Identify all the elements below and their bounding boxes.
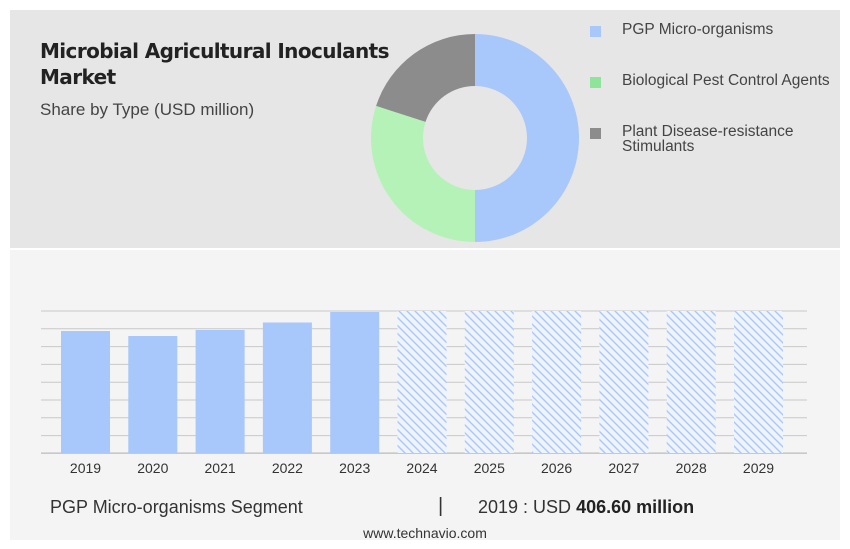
legend-swatch-biological — [590, 77, 601, 88]
x-tick-label: 2022 — [272, 460, 303, 476]
bar-chart: 2019 2020 2021 2022 2023 2024 2025 2026 2027 2028… — [41, 310, 807, 476]
forecast-bar-2025 — [464, 311, 514, 453]
segment-value: 2019 : USD 406.60 million — [478, 497, 694, 518]
forecast-bar-2029 — [734, 311, 783, 453]
donut-slice-1 — [475, 34, 579, 242]
legend-label-plant: Plant Disease-resistance Stimulants — [622, 123, 794, 155]
bar-2023 — [330, 312, 380, 453]
segment-value-amount: 406.60 million — [576, 497, 695, 517]
segment-year-label: 2019 : USD — [478, 497, 572, 517]
x-tick-label: 2021 — [205, 460, 236, 476]
x-tick-label: 2026 — [541, 460, 572, 476]
forecast-bar-2026 — [532, 311, 582, 453]
x-tick-label: 2027 — [608, 460, 639, 476]
segment-label: PGP Micro-organisms Segment — [50, 497, 303, 517]
x-tick-label: 2025 — [474, 460, 505, 476]
legend-swatch-pgp — [590, 26, 601, 37]
donut-slice-3 — [376, 34, 475, 122]
bar-2022 — [262, 322, 312, 453]
x-tick-label: 2028 — [676, 460, 707, 476]
legend-swatch-plant — [590, 128, 601, 139]
footer-separator: | — [438, 495, 444, 517]
legend-label-biological: Biological Pest Control Agents — [622, 72, 830, 89]
forecast-bar-2024 — [397, 311, 447, 453]
legend-label-pgp: PGP Micro-organisms — [622, 21, 774, 38]
forecast-bar-2028 — [666, 311, 716, 453]
bar-2019 — [61, 331, 110, 453]
page-subtitle: Share by Type (USD million) — [40, 100, 255, 119]
page-title: Microbial Agricultural Inoculants Market — [40, 39, 390, 89]
x-tick-label: 2024 — [406, 460, 437, 476]
x-tick-label: 2020 — [137, 460, 168, 476]
x-tick-label: 2019 — [70, 460, 101, 476]
x-tick-label: 2029 — [743, 460, 774, 476]
donut-slice-2 — [371, 105, 475, 242]
website-link[interactable]: www.technavio.com — [363, 525, 487, 541]
bar-2021 — [195, 330, 245, 453]
x-tick-label: 2023 — [339, 460, 370, 476]
bar-2020 — [128, 336, 178, 453]
forecast-bar-2027 — [599, 311, 649, 453]
donut-chart — [371, 34, 579, 242]
